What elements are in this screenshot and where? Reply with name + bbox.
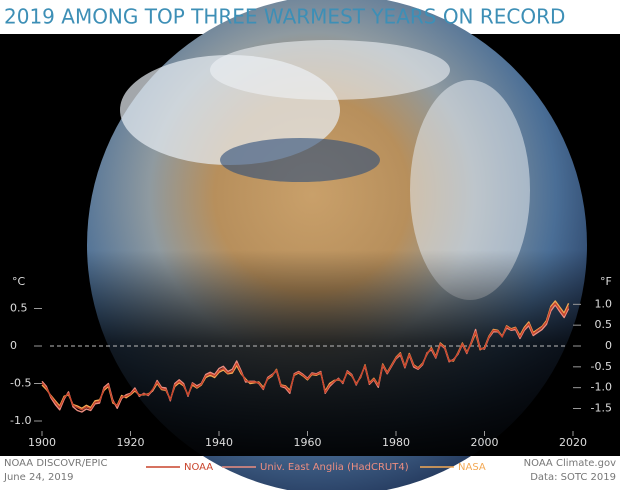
x-tick-label: 1960 xyxy=(294,436,322,449)
series-line xyxy=(41,302,570,411)
x-tick-label: 1940 xyxy=(205,436,233,449)
y2-axis-label: °F xyxy=(600,275,612,288)
cloud xyxy=(210,40,450,100)
y-tick-label: 0 xyxy=(10,339,17,352)
x-tick-label: 2000 xyxy=(471,436,499,449)
y2-tick-label: 0 xyxy=(605,339,612,352)
x-tick-label: 1920 xyxy=(117,436,145,449)
cloud xyxy=(410,80,530,300)
source: Data: SOTC 2019 xyxy=(530,472,616,483)
overlay xyxy=(0,250,620,456)
legend-label: NASA xyxy=(458,462,486,473)
y-axis-label: °C xyxy=(12,275,26,288)
y2-tick-label: 1.0 xyxy=(595,297,613,310)
legend-label: Univ. East Anglia (HadCRUT4) xyxy=(260,462,409,473)
y2-tick-label: -1.5 xyxy=(591,402,612,415)
chart-title: 2019 AMONG TOP THREE WARMEST YEARS ON RE… xyxy=(4,5,565,29)
x-tick-label: 1980 xyxy=(382,436,410,449)
y-tick-label: -1.0 xyxy=(10,414,31,427)
x-tick-label: 2020 xyxy=(559,436,587,449)
credit: June 24, 2019 xyxy=(3,472,74,483)
y-tick-label: 0.5 xyxy=(10,302,28,315)
y2-tick-label: -1.0 xyxy=(591,381,612,394)
y2-tick-label: 0.5 xyxy=(595,318,613,331)
source: NOAA Climate.gov xyxy=(524,458,616,469)
y2-tick-label: -0.5 xyxy=(591,360,612,373)
y-tick-label: -0.5 xyxy=(10,377,31,390)
x-tick-label: 1900 xyxy=(28,436,56,449)
legend-label: NOAA xyxy=(184,462,213,473)
credit: NOAA DISCOVR/EPIC xyxy=(4,458,107,469)
sea xyxy=(220,138,380,182)
